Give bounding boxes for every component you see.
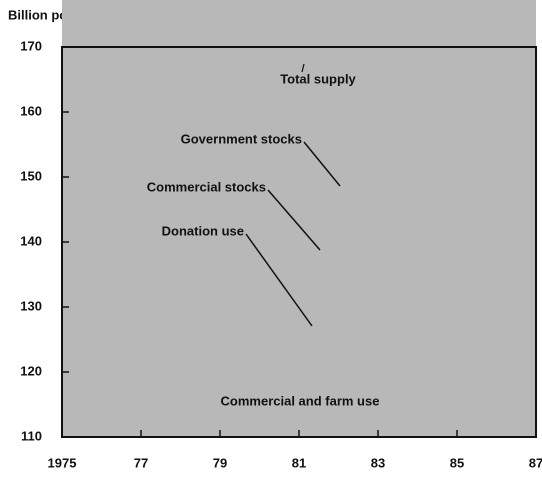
series-label: Commercial stocks xyxy=(147,179,266,194)
y-tick-label: 150 xyxy=(20,168,42,183)
x-tick-label: 85 xyxy=(450,455,464,470)
label-arrow xyxy=(303,141,341,187)
y-tick-label: 140 xyxy=(20,233,42,248)
label-arrow xyxy=(267,189,321,251)
x-tick-label: 1975 xyxy=(48,455,77,470)
series-label: Donation use xyxy=(162,223,244,238)
y-tick-label: 120 xyxy=(20,363,42,378)
total-label: Total supply xyxy=(280,71,356,86)
y-tick-label: 130 xyxy=(20,298,42,313)
x-tick-label: 77 xyxy=(134,455,148,470)
y-tick-label: 160 xyxy=(20,103,42,118)
label-arrow xyxy=(245,233,313,327)
series-label: Government stocks xyxy=(181,131,302,146)
x-tick-label: 87 xyxy=(529,455,542,470)
area xyxy=(62,0,536,437)
x-tick-label: 79 xyxy=(213,455,227,470)
x-tick-label: 81 xyxy=(292,455,306,470)
label-arrow xyxy=(301,63,305,73)
x-tick-label: 83 xyxy=(371,455,385,470)
y-tick-label: 170 xyxy=(20,38,42,53)
y-tick-label: 110 xyxy=(21,428,42,443)
series-label: Commercial and farm use xyxy=(221,393,380,408)
